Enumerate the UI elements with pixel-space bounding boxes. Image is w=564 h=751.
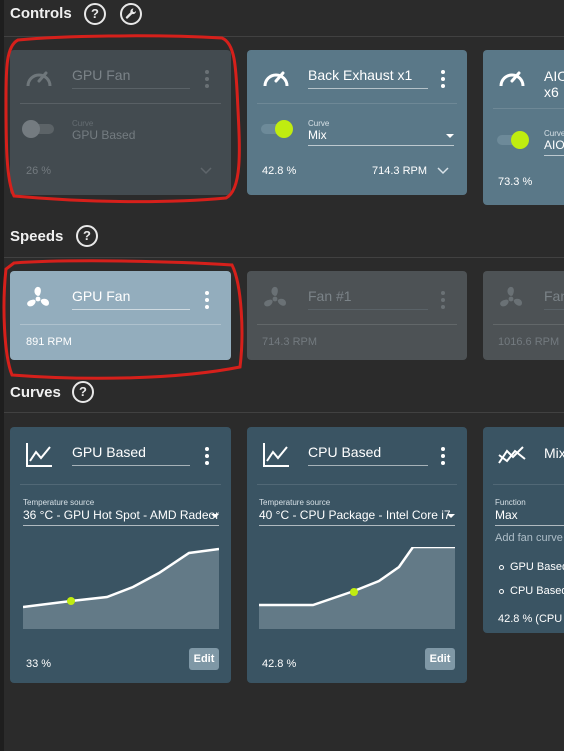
- edit-button[interactable]: Edit: [425, 648, 455, 670]
- curve-title[interactable]: Mix: [544, 445, 564, 461]
- fan-icon: [500, 286, 522, 307]
- more-menu-icon[interactable]: [440, 447, 446, 467]
- curve-graph: [23, 547, 219, 629]
- enable-toggle[interactable]: [22, 120, 56, 138]
- curve-card-mix[interactable]: Mix Function Max Add fan curve GPU Based…: [483, 427, 564, 633]
- temperature-source-select[interactable]: 36 °C - GPU Hot Spot - AMD Radeon: [23, 508, 219, 526]
- curves-divider: [4, 412, 564, 413]
- caret-down-icon[interactable]: [447, 514, 455, 518]
- mix-curve-item-label: GPU Based: [510, 561, 564, 573]
- mix-curves-icon: [498, 446, 526, 464]
- caret-down-icon[interactable]: [446, 134, 454, 138]
- curve-label: Curve: [544, 129, 564, 138]
- curve-percent: 42.8 % (CPU: [498, 613, 563, 625]
- more-menu-icon[interactable]: [440, 70, 446, 90]
- gauge-icon: [263, 71, 289, 87]
- controls-help-button[interactable]: ?: [84, 3, 106, 25]
- speeds-heading: Speeds: [10, 228, 64, 245]
- fan-icon: [264, 286, 286, 307]
- caret-down-icon[interactable]: [211, 514, 219, 518]
- control-title-line2[interactable]: x6: [544, 84, 559, 100]
- control-title-line1[interactable]: AIO: [544, 68, 564, 84]
- speed-card-fan-1[interactable]: Fan #1 714.3 RPM: [247, 271, 467, 360]
- line-chart-icon: [263, 443, 289, 467]
- curve-select[interactable]: Mix: [308, 128, 454, 146]
- curve-graph: [259, 547, 455, 629]
- card-separator: [257, 103, 457, 104]
- curve-label: Curve: [308, 119, 330, 128]
- speed-rpm: 1016.6 RPM: [498, 336, 560, 348]
- speeds-help-button[interactable]: ?: [76, 225, 98, 247]
- temperature-source-label: Temperature source: [23, 498, 95, 507]
- control-rpm: 714.3 RPM: [372, 165, 428, 177]
- line-chart-icon: [26, 443, 52, 467]
- speeds-divider: [4, 257, 564, 258]
- curve-select[interactable]: AIO: [544, 138, 564, 156]
- curve-select[interactable]: GPU Based: [72, 128, 136, 142]
- function-label: Function: [495, 498, 526, 507]
- enable-toggle[interactable]: [259, 120, 293, 138]
- card-separator: [493, 484, 564, 485]
- fan-icon: [27, 286, 49, 307]
- curve-percent: 42.8 %: [262, 658, 297, 670]
- gauge-icon: [499, 71, 525, 87]
- curve-title[interactable]: CPU Based: [308, 444, 428, 466]
- temperature-source-select[interactable]: 40 °C - CPU Package - Intel Core i7: [259, 508, 455, 526]
- bullet-icon: [499, 588, 504, 594]
- card-separator: [20, 484, 221, 485]
- controls-divider: [4, 36, 564, 37]
- control-percent: 73.3 %: [498, 176, 533, 188]
- gauge-icon: [26, 71, 52, 87]
- speed-title[interactable]: Fan #1: [308, 288, 428, 310]
- more-menu-icon[interactable]: [204, 447, 210, 467]
- speed-card-fan[interactable]: Fan 1016.6 RPM: [483, 271, 564, 360]
- control-card-back-exhaust[interactable]: Back Exhaust x1 Curve Mix 42.8 % 714.3 R…: [247, 50, 467, 195]
- chevron-down-icon[interactable]: [437, 167, 449, 175]
- wrench-icon[interactable]: [120, 3, 142, 25]
- mix-curve-item-label: CPU Based: [510, 585, 564, 597]
- mix-curve-item: CPU Based: [499, 585, 564, 597]
- edit-button[interactable]: Edit: [189, 648, 219, 670]
- control-percent: 26 %: [26, 165, 52, 177]
- function-select[interactable]: Max: [495, 508, 564, 526]
- more-menu-icon[interactable]: [440, 291, 446, 311]
- speed-rpm: 714.3 RPM: [262, 336, 318, 348]
- card-separator: [20, 103, 221, 104]
- curve-card-cpu-based[interactable]: CPU Based Temperature source 40 °C - CPU…: [247, 427, 467, 683]
- control-card-gpu-fan[interactable]: GPU Fan Curve GPU Based 26 %: [10, 50, 231, 195]
- curve-card-gpu-based[interactable]: GPU Based Temperature source 36 °C - GPU…: [10, 427, 231, 683]
- control-card-aio[interactable]: AIO x6 Curve AIO 73.3 %: [483, 50, 564, 205]
- card-separator: [493, 324, 564, 325]
- speed-card-gpu-fan[interactable]: GPU Fan 891 RPM: [10, 271, 231, 360]
- chevron-down-icon[interactable]: [200, 167, 212, 175]
- speed-rpm: 891 RPM: [26, 336, 72, 348]
- mix-curve-item: GPU Based: [499, 561, 564, 573]
- curve-label: Curve: [72, 119, 94, 128]
- curves-heading: Curves: [10, 384, 61, 401]
- curve-title[interactable]: GPU Based: [72, 444, 190, 466]
- more-menu-icon[interactable]: [204, 70, 210, 90]
- more-menu-icon[interactable]: [204, 291, 210, 311]
- temperature-source-label: Temperature source: [259, 498, 331, 507]
- card-separator: [20, 324, 221, 325]
- curves-help-button[interactable]: ?: [72, 381, 94, 403]
- card-separator: [257, 484, 457, 485]
- controls-heading: Controls: [10, 5, 72, 22]
- card-separator: [493, 108, 564, 109]
- control-title[interactable]: GPU Fan: [72, 67, 190, 89]
- card-separator: [257, 324, 457, 325]
- add-fan-curve-input[interactable]: Add fan curve: [495, 532, 563, 544]
- speed-title[interactable]: Fan: [544, 288, 564, 310]
- curve-percent: 33 %: [26, 658, 52, 670]
- window-edge: [0, 0, 4, 751]
- control-percent: 42.8 %: [262, 165, 297, 177]
- control-title[interactable]: Back Exhaust x1: [308, 67, 428, 89]
- speed-title[interactable]: GPU Fan: [72, 288, 190, 310]
- bullet-icon: [499, 564, 504, 570]
- enable-toggle[interactable]: [495, 131, 529, 149]
